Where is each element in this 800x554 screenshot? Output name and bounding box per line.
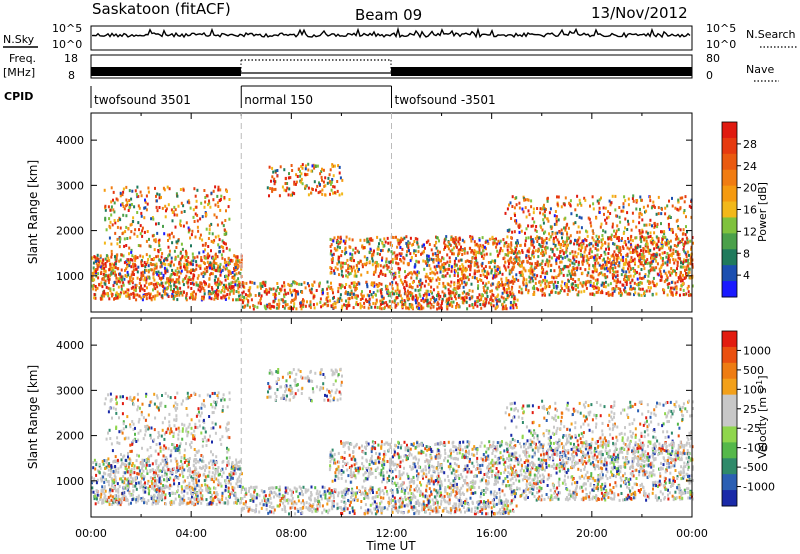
- time-tick-label: 00:00: [676, 527, 708, 540]
- colorbar-tick-label: 25: [743, 403, 757, 416]
- colorbar-tick-label: 100: [743, 383, 764, 396]
- cpid-label: CPID: [4, 90, 33, 103]
- colorbar-swatch: [722, 442, 737, 459]
- range-tick-label: 2000: [56, 430, 84, 443]
- date-title: 13/Nov/2012: [591, 4, 688, 22]
- x-axis-label: Time UT: [365, 539, 416, 553]
- velocity-panel: 1000 2000 3000 4000 Slant Range [km] 1000 50…: [26, 317, 775, 518]
- velocity-colorbar: 1000 500 100 25 -25 -100 -500 -1000: [721, 330, 775, 507]
- noise-right-tick-bottom: 10^0: [706, 38, 736, 51]
- colorbar-swatch: [722, 185, 737, 203]
- range-tick-label: 1000: [56, 475, 84, 488]
- colorbar-tick-label: -100: [743, 442, 768, 455]
- colorbar-swatch: [722, 281, 737, 298]
- nave-right-label: Nave: [746, 63, 774, 76]
- range-tick-label: 4000: [56, 339, 84, 352]
- colorbar-swatch: [722, 410, 737, 427]
- colorbar-swatch: [722, 346, 737, 364]
- range-tick-label: 3000: [56, 384, 84, 397]
- colorbar-swatch: [722, 122, 737, 139]
- range-tick-label: 3000: [56, 179, 84, 192]
- time-tick-label: 20:00: [576, 527, 608, 540]
- power-colorbar-label: Power [dB]: [756, 182, 769, 242]
- freq-left-tick-bottom: 8: [68, 69, 75, 82]
- noise-left-label: N.Sky: [3, 33, 35, 46]
- noise-panel: N.Sky 10^5 10^0 10^5 10^0 N.Search: [3, 22, 797, 51]
- colorbar-tick-label: 20: [743, 182, 757, 195]
- cpid-segment-1: normal 150: [244, 93, 313, 107]
- colorbar-tick-label: 500: [743, 364, 764, 377]
- colorbar-swatch: [722, 201, 737, 218]
- range-tick-label: 1000: [56, 270, 84, 283]
- range-tick-label: 2000: [56, 225, 84, 238]
- freq-label-1: Freq.: [9, 52, 36, 65]
- time-tick-label: 12:00: [376, 527, 408, 540]
- colorbar-swatch: [722, 362, 737, 380]
- noise-left-tick-top: 10^5: [52, 22, 82, 35]
- colorbar-tick-label: 4: [743, 269, 750, 282]
- colorbar-swatch: [722, 426, 737, 443]
- colorbar-swatch: [722, 474, 737, 491]
- velocity-data-points: [91, 367, 694, 516]
- colorbar-tick-label: -500: [743, 461, 768, 474]
- time-tick-label: 04:00: [175, 527, 207, 540]
- colorbar-swatch: [722, 378, 737, 396]
- freq-band-3: [391, 67, 692, 76]
- time-tick-label: 00:00: [75, 527, 107, 540]
- velocity-ylabel: Slant Range [km]: [26, 365, 40, 469]
- colorbar-tick-label: 16: [743, 204, 757, 217]
- colorbar-swatch: [722, 217, 737, 234]
- time-tick-label: 08:00: [275, 527, 307, 540]
- power-data-points: [91, 162, 694, 311]
- time-axis: 00:00 04:00 08:00 12:00 16:00 20:00 00:00: [75, 527, 708, 540]
- velocity-colorbar-label: Velocity [m s-1]: [755, 375, 769, 458]
- cpid-segment-0: twofsound 3501: [94, 93, 191, 107]
- colorbar-tick-label: -25: [743, 422, 761, 435]
- colorbar-swatch: [722, 394, 737, 412]
- range-tick-label: 4000: [56, 134, 84, 147]
- power-ylabel: Slant Range [km]: [26, 160, 40, 264]
- colorbar-swatch: [722, 265, 737, 282]
- colorbar-swatch: [722, 169, 737, 187]
- nave-right-tick-top: 80: [706, 52, 720, 65]
- colorbar-tick-label: 12: [743, 225, 757, 238]
- colorbar-tick-label: 28: [743, 138, 757, 151]
- power-colorbar: 4 8 12 16 20 24 28: [721, 121, 757, 298]
- colorbar-swatch: [722, 153, 737, 171]
- cpid-segment-2: twofsound -3501: [395, 93, 496, 107]
- colorbar-tick-label: -1000: [743, 481, 775, 494]
- frequency-panel: Freq. [MHz] 18 8 80 0 Nave: [3, 52, 779, 82]
- noise-right-label: N.Search: [746, 28, 796, 41]
- colorbar-swatch: [722, 331, 737, 348]
- colorbar-swatch: [722, 490, 737, 507]
- power-panel: 1000 2000 3000 4000 Slant Range [km] 4 8 12 16…: [26, 112, 769, 313]
- colorbar-tick-label: 1000: [743, 344, 771, 357]
- station-title: Saskatoon (fitACF): [92, 0, 231, 18]
- colorbar-swatch: [722, 233, 737, 250]
- colorbar-tick-label: 24: [743, 160, 757, 173]
- freq-left-tick-top: 18: [64, 52, 78, 65]
- time-tick-label: 16:00: [476, 527, 508, 540]
- colorbar-tick-label: 8: [743, 247, 750, 260]
- freq-label-2: [MHz]: [3, 66, 35, 79]
- colorbar-swatch: [722, 137, 737, 155]
- nave-right-tick-bottom: 0: [706, 69, 713, 82]
- freq-band-1: [91, 67, 241, 76]
- noise-right-tick-top: 10^5: [706, 22, 736, 35]
- noise-left-tick-bottom: 10^0: [52, 38, 82, 51]
- beam-title: Beam 09: [355, 6, 422, 24]
- cpid-panel: CPID twofsound 3501 normal 150 twofsound -…: [4, 85, 496, 108]
- colorbar-swatch: [722, 249, 737, 266]
- colorbar-swatch: [722, 458, 737, 475]
- noise-series-line: [91, 26, 691, 39]
